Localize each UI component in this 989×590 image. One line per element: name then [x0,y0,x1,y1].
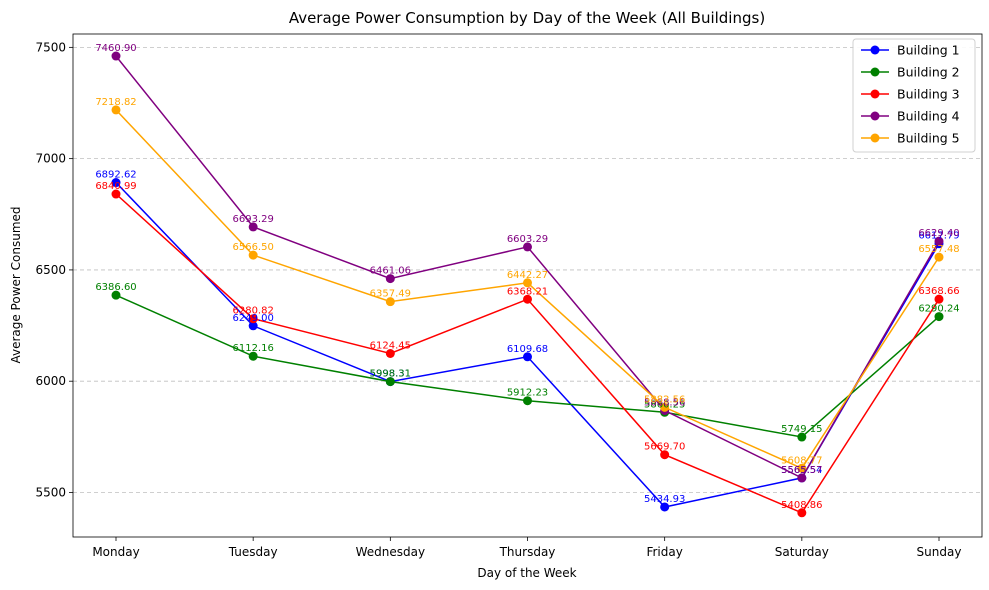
legend-entry: Building 3 [897,87,960,102]
x-axis-title: Day of the Week [477,566,576,580]
data-label: 6249.00 [232,313,273,324]
data-point [523,294,532,304]
x-tick-label: Sunday [917,545,962,559]
data-point [248,321,258,331]
data-point [111,189,121,199]
data-point [523,278,532,288]
legend-entry: Building 4 [897,109,960,124]
x-tick-label: Wednesday [356,545,425,559]
data-label: 6557.48 [918,244,959,255]
data-label: 5565.54 [781,465,822,476]
data-label: 5669.70 [644,442,685,453]
legend-entry: Building 5 [897,131,960,146]
x-tick-label: Friday [646,545,682,559]
data-labels: 6892.62 6249.00 5998.31 6109.68 5434.93 5565.… [95,43,959,511]
x-tick-label: Monday [92,545,139,559]
legend-box [852,38,976,153]
data-label: 5608.77 [781,455,822,466]
y-tick-label: 6500 [35,263,66,277]
data-label: 6693.29 [232,214,273,225]
data-point [248,351,258,361]
data-label: 6357.49 [370,289,411,300]
data-label: 6368.21 [507,286,548,297]
chart-title: Average Power Consumption by Day of the … [289,9,765,27]
legend-swatch-marker [870,111,880,121]
data-point [385,297,395,307]
data-label: 6461.06 [370,266,411,277]
data-point [934,252,944,262]
data-label: 5565.57 [781,465,822,476]
legend-swatch-marker [870,45,880,55]
data-point [248,314,258,324]
data-label: 6617.79 [918,231,959,242]
data-point [934,294,944,304]
data-label: 6386.60 [95,282,136,293]
data-label: 6442.27 [507,270,548,281]
data-label: 6290.24 [918,304,959,315]
data-point [385,349,395,359]
data-point [385,377,395,387]
y-tick-label: 7000 [35,152,66,166]
y-axis-title: Average Power Consumed [9,206,23,363]
axes: 5500 6000 6500 7000 7500 Monday Tuesday Wednesd… [35,33,983,559]
data-point [934,312,944,322]
data-point [111,105,121,115]
data-point [523,352,532,362]
gridlines [73,46,982,493]
legend-swatch-marker [870,89,880,99]
data-label: 5912.23 [507,388,548,399]
data-label: 5408.86 [781,500,822,511]
data-point [797,432,807,442]
data-point [523,396,532,406]
data-point [111,290,121,300]
data-label: 6280.82 [232,306,273,317]
data-point [797,463,807,473]
x-tick-label: Saturday [775,545,829,559]
data-point [797,508,807,518]
data-label: 5882.56 [644,394,685,405]
data-label: 7218.82 [95,97,136,108]
data-point [660,450,670,460]
data-point [111,178,121,188]
legend-swatch-marker [870,133,880,143]
legend-swatch-marker [870,67,880,77]
data-point [248,250,258,260]
y-tick-label: 6000 [35,374,66,388]
data-point [523,242,532,252]
data-label: 5998.31 [370,369,411,380]
data-label: 5868.56 [644,397,685,408]
data-label: 7460.90 [95,43,136,54]
data-label: 5434.93 [644,494,685,505]
legend-entry: Building 1 [897,43,960,58]
data-label: 6629.40 [918,228,959,239]
data-label: 6840.99 [95,181,136,192]
data-label: 6368.66 [918,286,959,297]
data-point [797,473,807,483]
series-line-4 [115,55,940,479]
data-point [385,274,395,284]
legend: Building 1 Building 2 Building 3 Building 4… [852,38,976,153]
y-tick-label: 5500 [35,485,66,499]
data-label: 5749.15 [781,424,822,435]
data-label: 6124.45 [370,341,411,352]
data-point [660,402,670,412]
y-tick-label: 7500 [35,40,66,54]
data-label: 6109.68 [507,344,548,355]
legend-entry: Building 2 [897,65,960,80]
data-label: 6603.29 [507,234,548,245]
data-label: 6566.50 [232,242,273,253]
data-point [934,236,944,246]
data-point [660,502,670,512]
data-label: 5860.25 [644,399,685,410]
data-label: 6892.62 [95,170,136,181]
data-label: 6112.16 [232,343,273,354]
x-tick-label: Tuesday [228,545,278,559]
series-layer [111,51,944,518]
data-point [248,222,258,232]
x-tick-label: Thursday [499,545,556,559]
data-point [111,51,121,61]
data-label: 5998.31 [370,369,411,380]
